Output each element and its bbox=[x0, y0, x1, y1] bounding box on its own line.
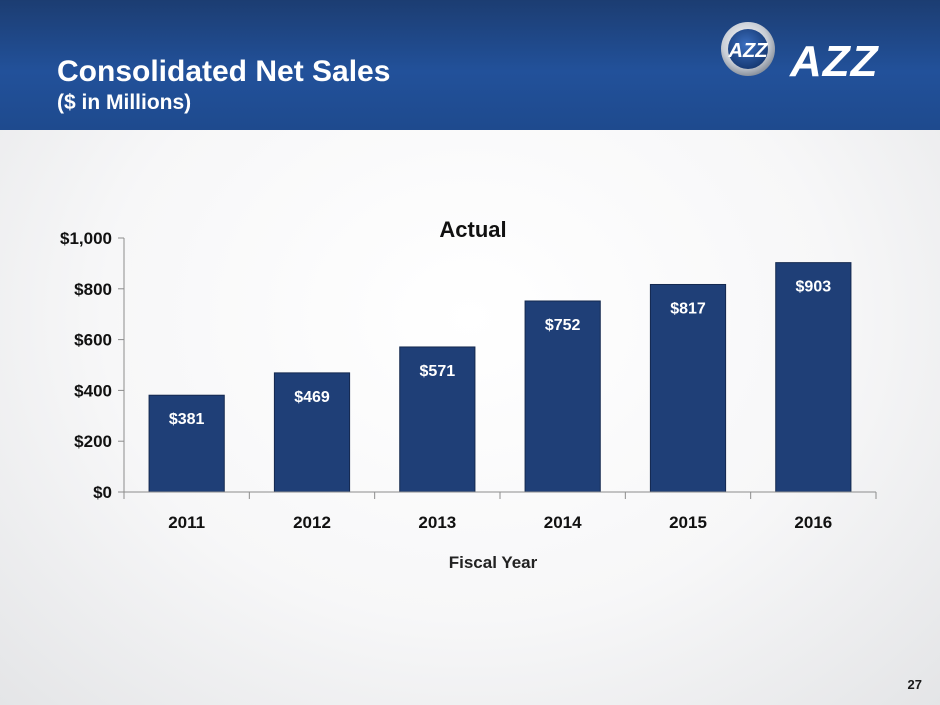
chart-title: Actual bbox=[439, 217, 506, 242]
bar-data-label: $817 bbox=[670, 300, 706, 317]
header-banner: Consolidated Net Sales ($ in Millions) A… bbox=[0, 0, 940, 130]
bar-data-label: $571 bbox=[420, 363, 456, 380]
bar-2013 bbox=[399, 346, 476, 493]
x-tick-label: 2016 bbox=[794, 513, 832, 532]
bar-2016 bbox=[775, 262, 852, 493]
page-title: Consolidated Net Sales bbox=[57, 55, 391, 88]
x-tick-label: 2013 bbox=[418, 513, 456, 532]
logo-wordmark: AZZ bbox=[790, 37, 879, 86]
page-subtitle: ($ in Millions) bbox=[57, 91, 192, 114]
x-tick-label: 2015 bbox=[669, 513, 707, 532]
x-tick-label: 2014 bbox=[544, 513, 582, 532]
bar-data-label: $381 bbox=[169, 411, 205, 428]
azz-logo-mark-icon: AZZ bbox=[721, 22, 775, 76]
bar-2011 bbox=[148, 394, 225, 493]
x-tick-label: 2012 bbox=[293, 513, 331, 532]
logo-mark-text: AZZ bbox=[728, 40, 769, 62]
y-tick-label: $400 bbox=[74, 381, 112, 400]
y-tick-label: $200 bbox=[74, 432, 112, 451]
y-tick-label: $1,000 bbox=[60, 229, 112, 248]
bar-2014 bbox=[524, 300, 601, 493]
page-number: 27 bbox=[907, 677, 922, 692]
y-tick-label: $0 bbox=[93, 483, 112, 502]
x-axis-label: Fiscal Year bbox=[449, 553, 538, 572]
bar-data-label: $469 bbox=[294, 389, 330, 406]
bar-data-label: $903 bbox=[796, 279, 832, 296]
y-tick-label: $600 bbox=[74, 331, 112, 350]
bar-2015 bbox=[649, 283, 727, 493]
y-tick-label: $800 bbox=[74, 280, 112, 299]
bar-2012 bbox=[273, 372, 351, 493]
azz-logo: AZZ AZZ bbox=[718, 18, 894, 108]
x-tick-label: 2011 bbox=[168, 513, 205, 532]
bar-data-label: $752 bbox=[545, 317, 581, 334]
